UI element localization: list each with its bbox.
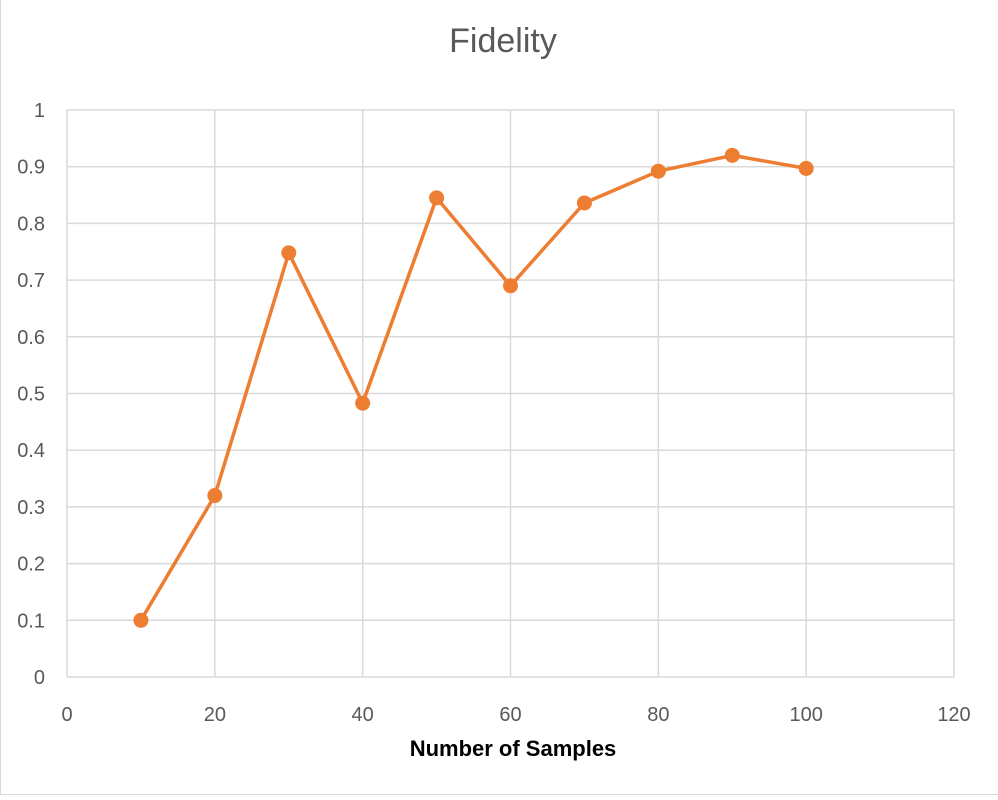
x-tick-label: 20 [204, 704, 226, 726]
series-line [139, 153, 808, 623]
y-tick-label: 1 [34, 100, 45, 122]
y-tick-label: 0.9 [17, 157, 45, 179]
data-point [650, 163, 666, 179]
x-tick-label: 40 [352, 704, 374, 726]
y-tick-label: 0.3 [17, 497, 45, 519]
y-tick-label: 0 [34, 667, 45, 689]
data-point [798, 160, 814, 176]
data-point [576, 195, 592, 211]
y-tick-label: 0.5 [17, 384, 45, 406]
tick-labels: 0 0.1 0.2 0.3 0.4 0.5 0.6 0.7 0.8 0.9 1 0 20 40 60 80 10… [17, 100, 971, 726]
y-tick-label: 0.6 [17, 327, 45, 349]
x-tick-label: 120 [937, 704, 970, 726]
y-tick-label: 0.1 [17, 610, 45, 632]
x-tick-label: 100 [789, 704, 822, 726]
x-tick-label: 80 [647, 704, 669, 726]
y-tick-label: 0.2 [17, 554, 45, 576]
data-point [724, 147, 740, 163]
x-tick-label: 60 [499, 704, 521, 726]
data-point [281, 245, 297, 261]
data-point [207, 488, 223, 504]
y-tick-label: 0.7 [17, 270, 45, 292]
y-tick-label: 0.8 [17, 213, 45, 235]
data-point [133, 612, 149, 628]
gridlines [66, 109, 955, 678]
x-tick-label: 0 [61, 704, 72, 726]
chart-title: Fidelity [449, 22, 557, 60]
y-tick-label: 0.4 [17, 440, 45, 462]
data-point [503, 278, 518, 294]
series-layer [133, 147, 814, 628]
x-axis-title: Number of Samples [410, 736, 617, 761]
data-point [429, 190, 445, 206]
data-point [355, 395, 371, 411]
